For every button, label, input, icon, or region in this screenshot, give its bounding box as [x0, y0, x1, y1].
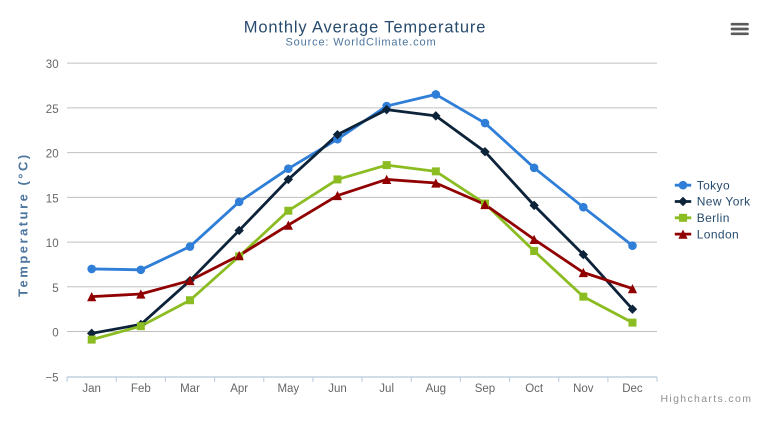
svg-text:Highcharts.com: Highcharts.com [660, 393, 752, 405]
svg-text:Jun: Jun [328, 383, 347, 395]
svg-text:New York: New York [697, 195, 751, 209]
svg-text:Jan: Jan [82, 383, 101, 395]
svg-text:25: 25 [46, 104, 59, 116]
svg-text:Oct: Oct [525, 383, 544, 395]
svg-text:30: 30 [46, 59, 59, 71]
svg-text:5: 5 [52, 283, 58, 295]
svg-text:Sep: Sep [475, 383, 495, 395]
svg-text:10: 10 [46, 238, 59, 250]
svg-text:0: 0 [52, 328, 58, 340]
svg-text:Berlin: Berlin [697, 211, 730, 225]
svg-text:Apr: Apr [230, 383, 248, 395]
svg-text:Source: WorldClimate.com: Source: WorldClimate.com [285, 37, 436, 49]
svg-text:Temperature (°C): Temperature (°C) [16, 152, 31, 297]
svg-text:Nov: Nov [573, 383, 594, 395]
svg-text:London: London [697, 227, 739, 241]
svg-text:Mar: Mar [180, 383, 200, 395]
svg-text:Dec: Dec [622, 383, 643, 395]
svg-text:Tokyo: Tokyo [697, 178, 730, 192]
svg-text:Monthly Average Temperature: Monthly Average Temperature [244, 19, 486, 37]
svg-text:Jul: Jul [379, 383, 394, 395]
svg-text:Aug: Aug [426, 383, 446, 395]
svg-text:15: 15 [46, 193, 59, 205]
svg-text:May: May [277, 383, 299, 395]
svg-text:20: 20 [46, 149, 59, 161]
svg-text:Feb: Feb [131, 383, 151, 395]
svg-text:−5: −5 [45, 372, 58, 384]
